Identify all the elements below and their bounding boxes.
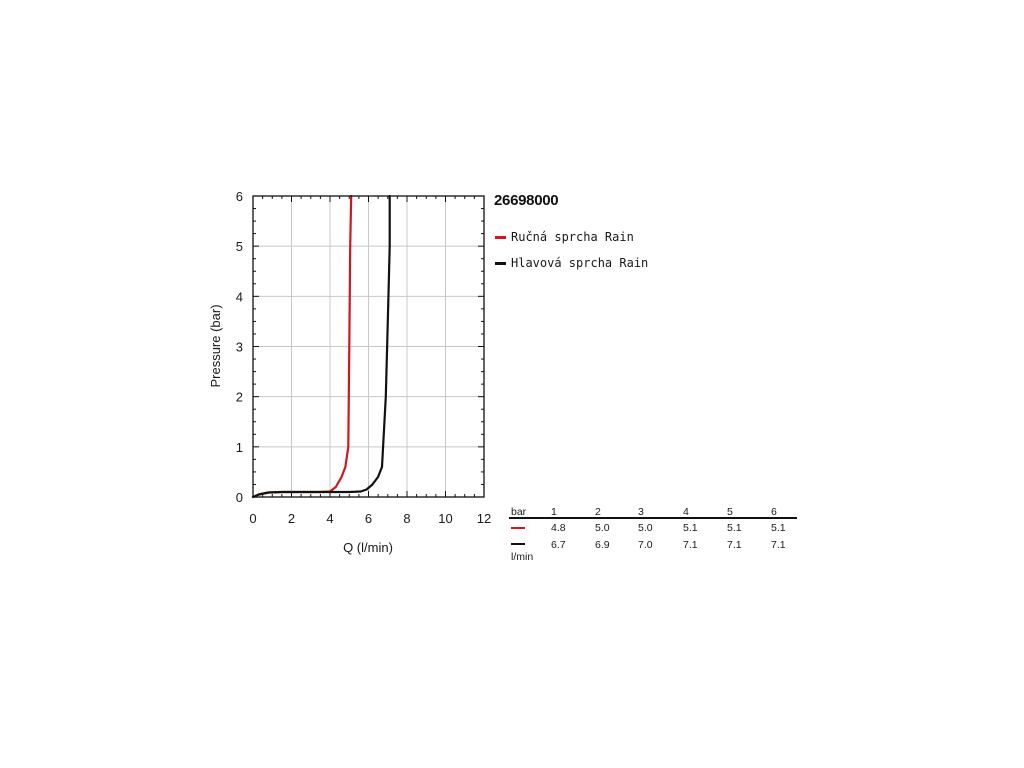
- x-axis-title: Q (l/min): [343, 540, 393, 555]
- model-number: 26698000: [494, 192, 559, 209]
- table-divider: [509, 517, 797, 519]
- table-cell: 7.1: [727, 539, 742, 551]
- x-tick-label: 6: [365, 511, 372, 526]
- x-tick-label: 10: [438, 511, 452, 526]
- chart-frame: [252, 195, 485, 498]
- legend-swatch-head-shower: [495, 261, 506, 265]
- legend-item-hand-shower: Ručná sprcha Rain: [495, 230, 634, 244]
- table-pressure-4: 4: [683, 506, 689, 518]
- table-row-marker-head-shower: [511, 543, 525, 545]
- x-tick-label: 4: [326, 511, 333, 526]
- table-cell: 7.1: [683, 539, 698, 551]
- legend-label-head-shower: Hlavová sprcha Rain: [511, 256, 649, 270]
- table-cell: 5.1: [683, 522, 698, 534]
- table-cell: 5.0: [595, 522, 610, 534]
- x-tick-label: 8: [403, 511, 410, 526]
- chart-grid: [253, 196, 484, 497]
- table-cell: 7.0: [638, 539, 653, 551]
- table-cell: 5.1: [727, 522, 742, 534]
- legend-item-head-shower: Hlavová sprcha Rain: [495, 256, 648, 270]
- table-cell: 5.0: [638, 522, 653, 534]
- table-header-unit: bar: [511, 506, 527, 518]
- y-tick-label: 6: [236, 189, 243, 204]
- x-tick-label: 12: [477, 511, 491, 526]
- legend-swatch-hand-shower: [495, 235, 506, 239]
- table-pressure-3: 3: [638, 506, 644, 518]
- x-tick-label: 2: [288, 511, 295, 526]
- table-pressure-6: 6: [771, 506, 777, 518]
- y-axis-title: Pressure (bar): [208, 304, 223, 387]
- series-line-head-shower: [251, 194, 391, 499]
- y-tick-label: 3: [236, 340, 243, 355]
- y-tick-label: 2: [236, 390, 243, 405]
- y-tick-label: 0: [236, 490, 243, 505]
- table-pressure-1: 1: [551, 506, 557, 518]
- table-cell: 4.8: [551, 522, 566, 534]
- table-cell: 6.9: [595, 539, 610, 551]
- table-cell: 7.1: [771, 539, 786, 551]
- table-pressure-2: 2: [595, 506, 601, 518]
- y-tick-label: 5: [236, 239, 243, 254]
- x-tick-label: 0: [249, 511, 256, 526]
- table-cell: 6.7: [551, 539, 566, 551]
- series-layer: [251, 194, 391, 499]
- y-tick-label: 1: [236, 440, 243, 455]
- table-unit-label: l/min: [511, 551, 534, 563]
- table-pressure-5: 5: [727, 506, 733, 518]
- y-tick-label: 4: [236, 289, 243, 304]
- legend-label-hand-shower: Ručná sprcha Rain: [511, 230, 634, 244]
- table-cell: 5.1: [771, 522, 786, 534]
- table-row-marker-hand-shower: [511, 527, 525, 529]
